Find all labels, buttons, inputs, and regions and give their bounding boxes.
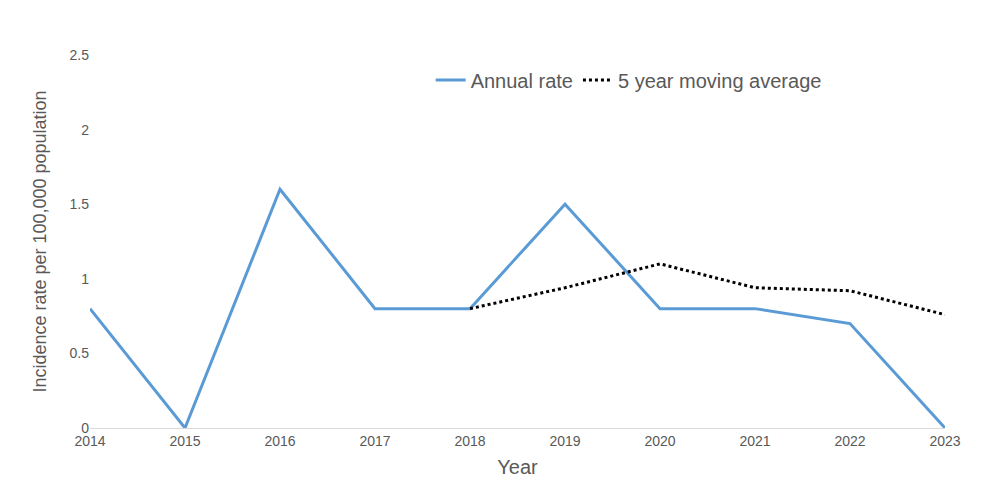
svg-text:2015: 2015 — [169, 433, 200, 449]
svg-text:2: 2 — [81, 122, 89, 138]
svg-text:2014: 2014 — [74, 433, 105, 449]
svg-text:0.5: 0.5 — [70, 345, 90, 361]
svg-text:0: 0 — [81, 420, 89, 436]
svg-text:2022: 2022 — [834, 433, 865, 449]
svg-text:2019: 2019 — [549, 433, 580, 449]
svg-text:Incidence rate per 100,000 pop: Incidence rate per 100,000 population — [30, 90, 50, 392]
svg-text:Year: Year — [497, 456, 538, 478]
svg-text:1.5: 1.5 — [70, 196, 90, 212]
svg-text:2.5: 2.5 — [70, 47, 90, 63]
svg-text:5 year moving average: 5 year moving average — [618, 70, 821, 92]
svg-text:2016: 2016 — [264, 433, 295, 449]
svg-text:2023: 2023 — [929, 433, 960, 449]
svg-text:2020: 2020 — [644, 433, 675, 449]
svg-text:Annual rate: Annual rate — [471, 70, 573, 92]
svg-text:2018: 2018 — [454, 433, 485, 449]
svg-text:1: 1 — [81, 271, 89, 287]
svg-text:2017: 2017 — [359, 433, 390, 449]
svg-text:2021: 2021 — [739, 433, 770, 449]
